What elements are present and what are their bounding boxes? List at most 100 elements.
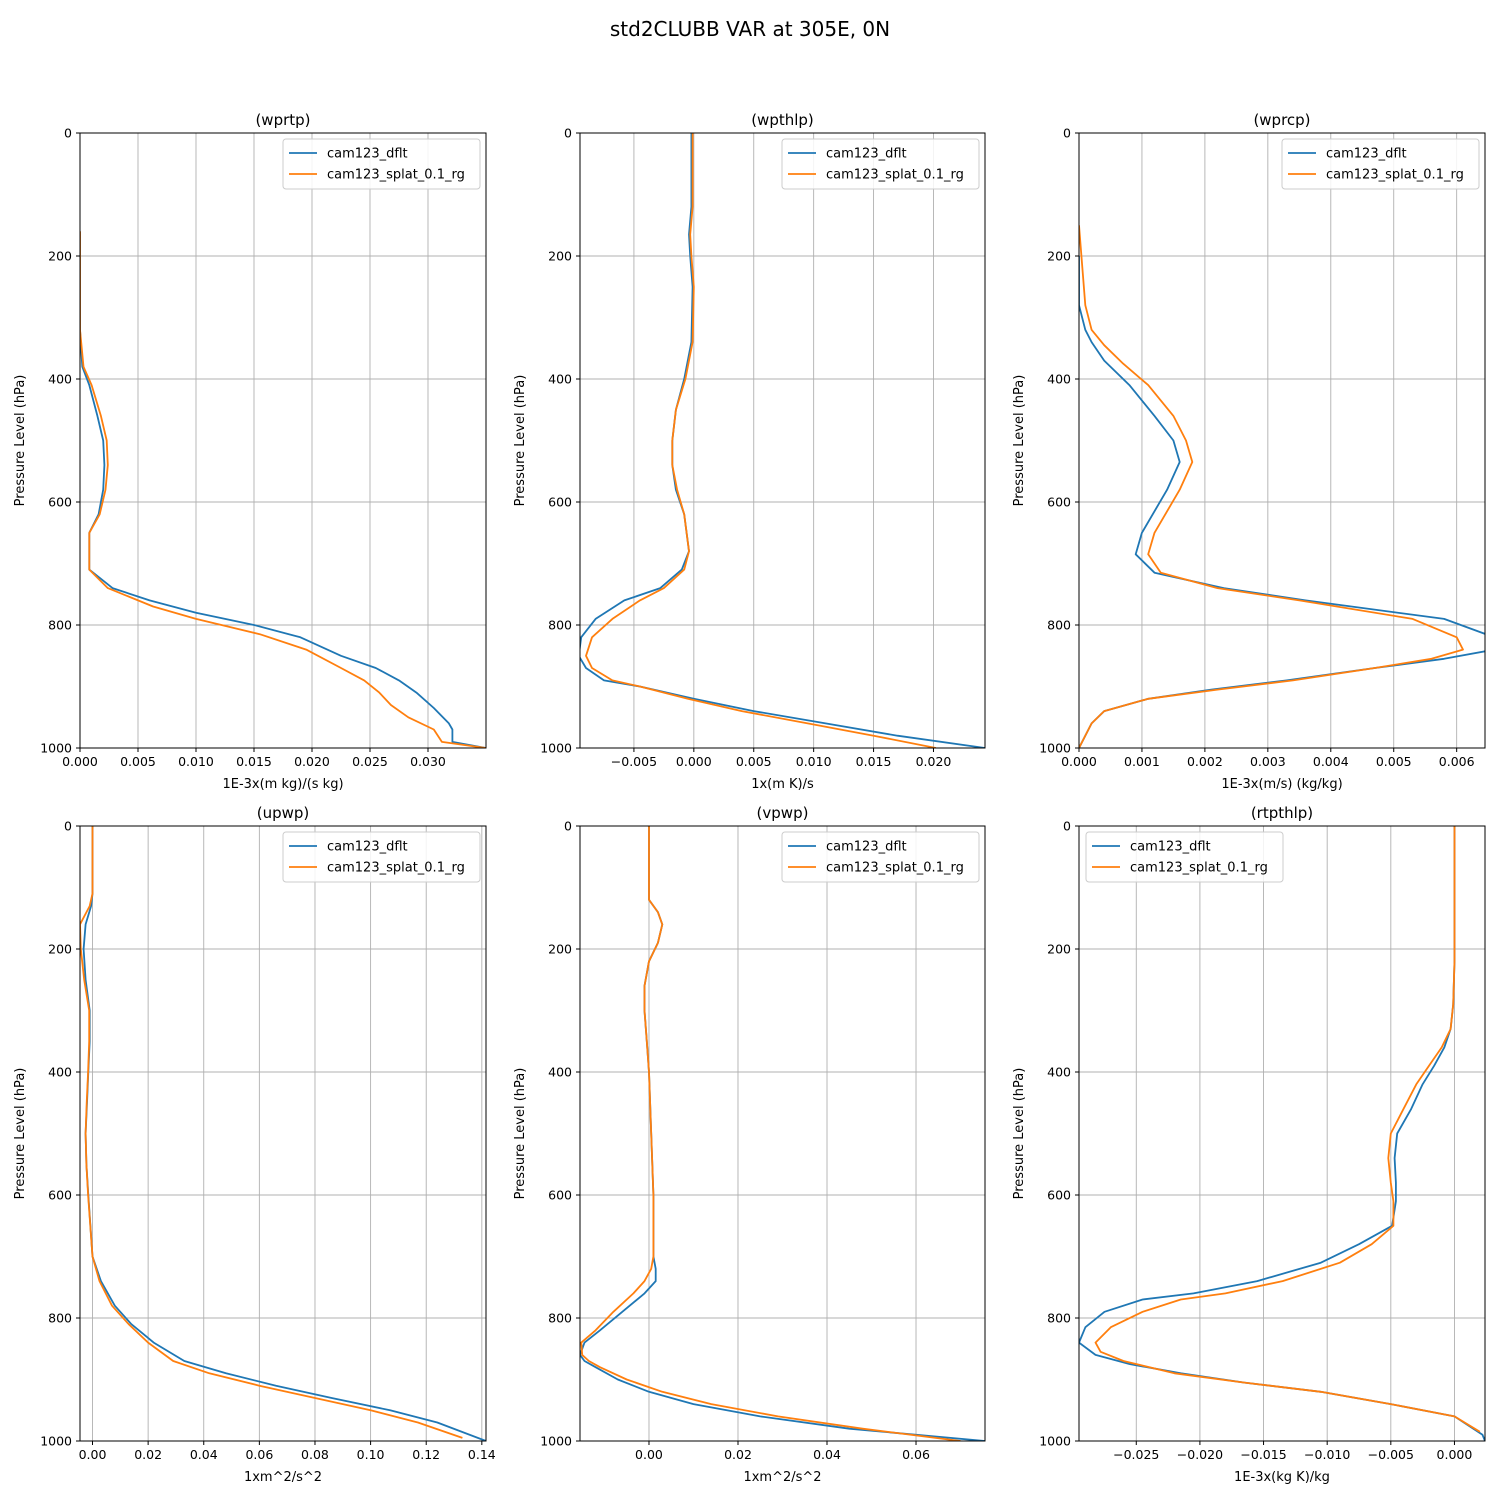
- y-axis-label: Pressure Level (hPa): [1012, 1068, 1027, 1200]
- y-tick-label: 200: [548, 942, 572, 957]
- y-tick-label: 400: [1047, 372, 1071, 387]
- x-axis-label: 1xm^2/s^2: [743, 1470, 821, 1485]
- x-tick-label: 0.14: [468, 1447, 496, 1462]
- legend-label-1: cam123_dflt: [327, 840, 408, 855]
- y-tick-label: 400: [48, 1065, 72, 1080]
- x-tick-label: 0.12: [412, 1447, 440, 1462]
- y-tick-label: 800: [1047, 1311, 1071, 1326]
- series-lines: [1079, 826, 1485, 1441]
- legend-label-2: cam123_splat_0.1_rg: [826, 861, 964, 876]
- y-tick-label: 0: [564, 819, 572, 834]
- y-tick-label: 600: [548, 1188, 572, 1203]
- x-tick-label: 0.005: [1376, 754, 1412, 769]
- x-tick-label: −0.005: [1368, 1447, 1414, 1462]
- series-lines: [80, 826, 486, 1441]
- y-tick-label: 0: [64, 819, 72, 834]
- x-tick-label: 0.020: [294, 754, 330, 769]
- y-axis-label: Pressure Level (hPa): [513, 375, 528, 507]
- x-tick-label: 0.00: [635, 1447, 663, 1462]
- x-tick-label: 0.015: [856, 754, 892, 769]
- series-lines: [580, 826, 985, 1441]
- legend-box: [282, 138, 481, 190]
- subplot-title: (upwp): [257, 804, 310, 822]
- y-tick-label: 800: [48, 1311, 72, 1326]
- legend-label-1: cam123_dflt: [826, 147, 907, 162]
- x-tick-label: 0.015: [236, 754, 272, 769]
- series-line-1: [80, 231, 486, 748]
- y-axis-label: Pressure Level (hPa): [513, 1068, 528, 1200]
- y-tick-label: 800: [548, 618, 572, 633]
- subplot-title: (rtpthlp): [1251, 804, 1313, 822]
- legend-box: [282, 831, 481, 883]
- legend-label-1: cam123_dflt: [327, 147, 408, 162]
- x-tick-label: 0.000: [676, 754, 712, 769]
- x-tick-label: −0.015: [1240, 1447, 1286, 1462]
- y-tick-label: 600: [48, 1188, 72, 1203]
- x-tick-label: 0.00: [79, 1447, 107, 1462]
- x-axis-label: 1xm^2/s^2: [244, 1470, 322, 1485]
- x-tick-label: −0.010: [1304, 1447, 1350, 1462]
- y-axis-label: Pressure Level (hPa): [13, 375, 28, 507]
- y-tick-label: 1000: [1039, 741, 1071, 756]
- x-axis-label: 1E-3x(m/s) (kg/kg): [1221, 777, 1342, 792]
- y-tick-label: 1000: [1039, 1434, 1071, 1449]
- subplot-title: (vpwp): [757, 804, 809, 822]
- series-line-1: [580, 133, 985, 748]
- y-tick-label: 400: [548, 372, 572, 387]
- y-tick-label: 600: [1047, 1188, 1071, 1203]
- subplot-5: 0.00 0.02 0.04 0.06 0 200 400 600 800 1000 (vpwp) 1…: [513, 804, 986, 1485]
- y-axis-label: Pressure Level (hPa): [13, 1068, 28, 1200]
- y-tick-label: 600: [48, 495, 72, 510]
- legend-label-2: cam123_splat_0.1_rg: [327, 861, 465, 876]
- x-tick-label: 0.004: [1313, 754, 1349, 769]
- y-tick-label: 1000: [40, 741, 72, 756]
- x-tick-label: 0.020: [916, 754, 952, 769]
- legend-label-2: cam123_splat_0.1_rg: [1130, 861, 1268, 876]
- gridlines: [80, 825, 486, 1442]
- legend: cam123_dflt cam123_splat_0.1_rg: [282, 138, 481, 190]
- series-lines: [580, 133, 985, 748]
- y-tick-label: 800: [1047, 618, 1071, 633]
- y-tick-label: 0: [1063, 126, 1071, 141]
- x-tick-label: 0.005: [736, 754, 772, 769]
- x-axis-label: 1E-3x(kg K)/kg: [1234, 1470, 1330, 1485]
- y-tick-label: 200: [48, 249, 72, 264]
- legend-box: [1281, 138, 1480, 190]
- subplot-6: −0.025 −0.020 −0.015 −0.010 −0.005 0.000 0 200 4…: [1012, 804, 1486, 1485]
- x-tick-label: 0.000: [1437, 1447, 1473, 1462]
- legend-label-1: cam123_dflt: [826, 840, 907, 855]
- plot-frame: [579, 132, 986, 749]
- legend: cam123_dflt cam123_splat_0.1_rg: [1085, 831, 1284, 883]
- series-lines: [80, 231, 486, 748]
- subplot-title: (wprtp): [255, 111, 310, 129]
- x-axis-label: 1x(m K)/s: [751, 777, 814, 792]
- plot-frame: [1078, 132, 1486, 749]
- subplot-2: −0.005 0.000 0.005 0.010 0.015 0.020 0 200 400 60…: [513, 111, 986, 792]
- y-tick-label: 400: [48, 372, 72, 387]
- x-tick-label: 0.001: [1124, 754, 1160, 769]
- plot-frame: [579, 825, 986, 1442]
- subplot-4: 0.00 0.02 0.04 0.06 0.08 0.10 0.12 0.14 0 200 400 6…: [13, 804, 496, 1485]
- legend-label-2: cam123_splat_0.1_rg: [327, 168, 465, 183]
- y-tick-label: 800: [548, 1311, 572, 1326]
- subplot-title: (wpthlp): [751, 111, 814, 129]
- subplots-grid: 0.000 0.005 0.010 0.015 0.020 0.025 0.03002004…: [13, 111, 1486, 1485]
- x-tick-label: 0.005: [120, 754, 156, 769]
- plot-frame: [79, 132, 487, 749]
- y-tick-label: 1000: [540, 1434, 572, 1449]
- x-tick-label: −0.020: [1177, 1447, 1223, 1462]
- x-tick-label: 0.02: [134, 1447, 162, 1462]
- legend: cam123_dflt cam123_splat_0.1_rg: [781, 138, 980, 190]
- y-tick-label: 600: [1047, 495, 1071, 510]
- series-lines: [1079, 225, 1485, 748]
- x-tick-label: 0.025: [352, 754, 388, 769]
- subplot-1: 0.000 0.005 0.010 0.015 0.020 0.025 0.030 0 200 4…: [13, 111, 487, 792]
- subplot-3: 0.000 0.001 0.002 0.003 0.004 0.005 0.006 0 200 4…: [1012, 111, 1486, 792]
- series-line-2: [1079, 225, 1464, 748]
- x-tick-label: 0.003: [1250, 754, 1286, 769]
- y-tick-label: 0: [64, 126, 72, 141]
- x-tick-label: 0.010: [796, 754, 832, 769]
- x-tick-label: −0.005: [611, 754, 657, 769]
